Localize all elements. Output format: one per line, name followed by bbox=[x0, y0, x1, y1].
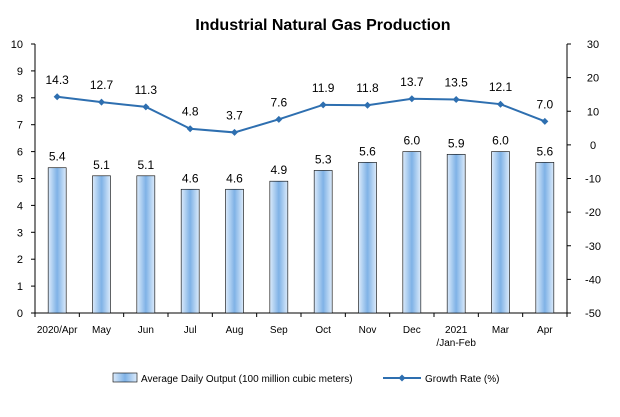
growth-rate-point bbox=[408, 95, 416, 103]
x-axis-tick-label: Apr bbox=[537, 325, 553, 336]
bar bbox=[313, 170, 333, 314]
legend-bar-swatch bbox=[112, 372, 138, 383]
bar-value-label: 5.3 bbox=[315, 152, 332, 166]
growth-rate-value-label: 13.7 bbox=[400, 75, 424, 89]
growth-rate-value-label: 7.0 bbox=[536, 97, 553, 111]
growth-rate-value-label: 11.3 bbox=[135, 83, 158, 97]
bar bbox=[225, 188, 244, 314]
bar bbox=[491, 151, 510, 314]
bar bbox=[136, 175, 156, 314]
left-axis-tick-label: 8 bbox=[17, 93, 23, 105]
x-axis-tick-label: Jun bbox=[138, 325, 154, 336]
x-axis-tick-label: 2020/Apr bbox=[37, 325, 78, 336]
bar-value-label: 4.9 bbox=[270, 163, 287, 177]
growth-rate-point bbox=[53, 93, 61, 101]
chart-title: Industrial Natural Gas Production bbox=[195, 17, 450, 34]
x-axis-tick-label: /Jan-Feb bbox=[436, 338, 476, 349]
right-axis-tick-label: 20 bbox=[587, 73, 599, 85]
right-axis-tick-label: -20 bbox=[585, 207, 601, 219]
growth-rate-point bbox=[275, 115, 283, 123]
bar bbox=[402, 151, 422, 314]
growth-rate-point bbox=[98, 98, 105, 106]
x-axis-tick-label: Oct bbox=[315, 325, 331, 336]
bar bbox=[269, 180, 289, 314]
bar-value-label: 4.6 bbox=[182, 171, 199, 185]
growth-rate-point bbox=[364, 101, 371, 109]
x-axis-tick-label: 2021 bbox=[445, 325, 468, 336]
right-axis-tick-label: -40 bbox=[585, 274, 601, 286]
growth-rate-value-label: 12.7 bbox=[90, 78, 114, 92]
growth-rate-point bbox=[452, 95, 460, 103]
legend-line-marker bbox=[398, 374, 406, 382]
bar-value-label: 4.6 bbox=[226, 171, 243, 185]
left-axis-tick-label: 4 bbox=[17, 200, 23, 212]
bar bbox=[92, 175, 111, 314]
growth-rate-value-label: 3.7 bbox=[226, 108, 243, 122]
bar-value-label: 5.9 bbox=[448, 136, 465, 150]
left-axis-tick-label: 9 bbox=[17, 66, 23, 78]
bar bbox=[358, 162, 377, 314]
growth-rate-value-label: 11.9 bbox=[312, 81, 335, 95]
bar-value-label: 6.0 bbox=[492, 134, 509, 148]
bar bbox=[535, 162, 555, 314]
growth-rate-point bbox=[186, 125, 194, 133]
legend-line-label: Growth Rate (%) bbox=[425, 374, 499, 385]
left-axis-tick-label: 3 bbox=[17, 227, 23, 239]
left-axis-tick-label: 0 bbox=[17, 308, 23, 320]
growth-rate-point bbox=[541, 117, 549, 125]
bar bbox=[47, 167, 67, 314]
left-axis-tick-label: 6 bbox=[17, 147, 23, 159]
growth-rate-point bbox=[319, 101, 327, 109]
right-axis-tick-label: -50 bbox=[585, 308, 601, 320]
right-axis-tick-label: 30 bbox=[587, 39, 599, 51]
bar-value-label: 5.4 bbox=[49, 150, 66, 164]
legend-bar-label: Average Daily Output (100 million cubic … bbox=[141, 374, 353, 385]
growth-rate-value-label: 14.3 bbox=[45, 73, 69, 87]
x-axis-tick-label: Mar bbox=[492, 325, 510, 336]
right-axis-tick-label: 10 bbox=[587, 106, 599, 118]
left-axis-tick-label: 1 bbox=[17, 281, 23, 293]
bar-value-label: 5.6 bbox=[359, 144, 376, 158]
x-axis-tick-label: May bbox=[92, 325, 111, 336]
left-axis-tick-label: 2 bbox=[17, 254, 23, 266]
left-axis-tick-label: 7 bbox=[17, 120, 23, 132]
x-axis-tick-label: Aug bbox=[226, 325, 244, 336]
bar bbox=[446, 153, 466, 314]
x-axis-tick-label: Jul bbox=[184, 325, 197, 336]
bar-value-label: 5.6 bbox=[536, 144, 553, 158]
bar-value-label: 5.1 bbox=[93, 158, 110, 172]
growth-rate-point bbox=[497, 100, 504, 108]
bar-value-label: 6.0 bbox=[403, 134, 420, 148]
bar bbox=[180, 188, 200, 314]
growth-rate-value-label: 4.8 bbox=[182, 105, 199, 119]
growth-rate-value-label: 12.1 bbox=[489, 80, 513, 94]
growth-rate-value-label: 13.5 bbox=[444, 75, 468, 89]
growth-rate-point bbox=[142, 103, 150, 111]
growth-rate-value-label: 7.6 bbox=[270, 95, 287, 109]
left-axis-tick-label: 5 bbox=[17, 174, 23, 186]
right-axis-tick-label: -10 bbox=[585, 174, 601, 186]
x-axis-tick-label: Dec bbox=[403, 325, 421, 336]
bar-value-label: 5.1 bbox=[137, 158, 154, 172]
x-axis-tick-label: Sep bbox=[270, 325, 288, 336]
right-axis-tick-label: 0 bbox=[590, 140, 596, 152]
left-axis-tick-label: 10 bbox=[11, 39, 23, 51]
x-axis-tick-label: Nov bbox=[359, 325, 377, 336]
growth-rate-value-label: 11.8 bbox=[356, 81, 379, 95]
growth-rate-point bbox=[231, 128, 238, 136]
growth-rate-line bbox=[57, 95, 546, 134]
right-axis-tick-label: -30 bbox=[585, 241, 601, 253]
